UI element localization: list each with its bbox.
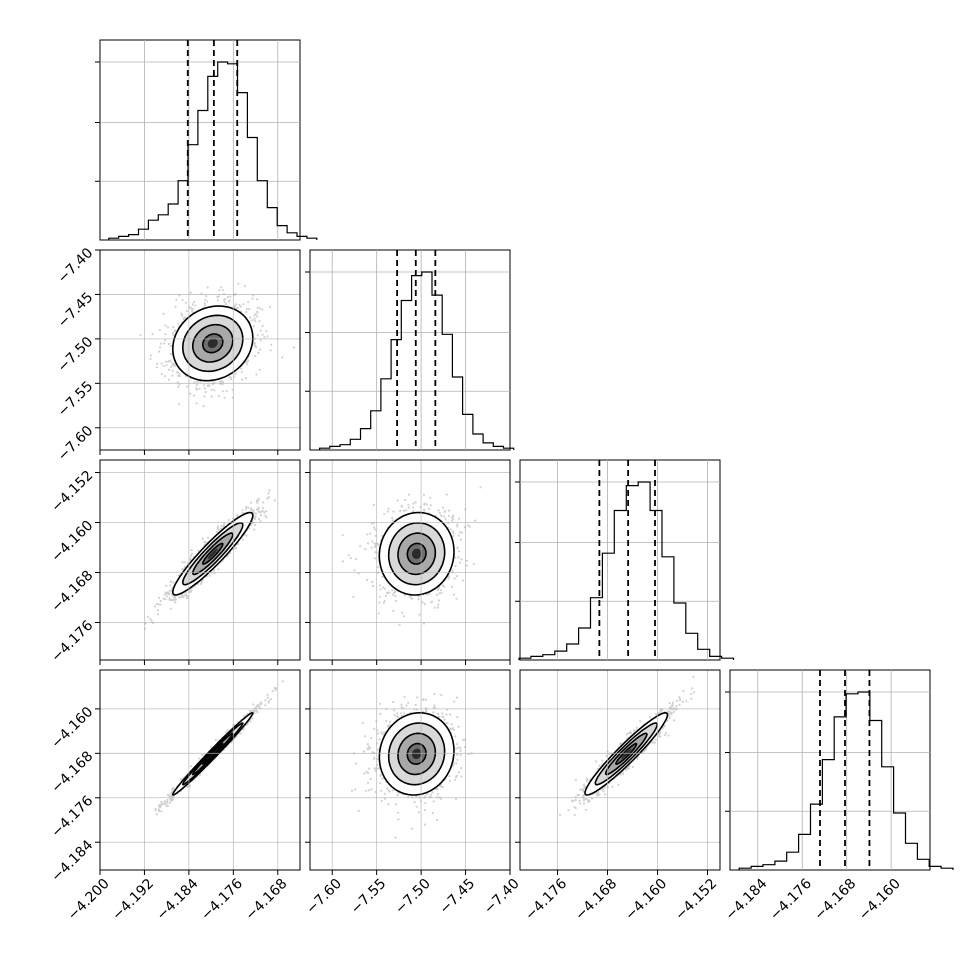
x-tick-label: −7.45 [437, 876, 479, 918]
y-tick-label: −7.50 [55, 334, 97, 376]
panel-frame [99, 39, 301, 241]
x-tick-label: −4.176 [522, 876, 570, 924]
density-contour [202, 542, 224, 565]
density-contour [387, 722, 446, 786]
panel-frame [519, 459, 721, 661]
density-contour [406, 542, 427, 565]
density-contour [397, 532, 437, 576]
x-tick-label: −7.55 [348, 876, 390, 918]
y-tick-label: −4.168 [48, 748, 96, 796]
scatter-panel-1-2 [305, 459, 511, 665]
x-tick-label: −4.200 [65, 876, 113, 924]
x-tick-label: −4.160 [856, 876, 904, 924]
hist-panel-3 [725, 669, 954, 871]
density-contour [202, 742, 224, 766]
panel-frame [99, 669, 301, 871]
density-contour [378, 511, 455, 596]
density-peak [412, 548, 422, 559]
density-peak [207, 748, 218, 759]
density-contour [397, 732, 437, 776]
y-tick-label: −4.176 [48, 793, 96, 841]
panel-frame [99, 249, 301, 451]
scatter-panel-2-3 [515, 669, 721, 875]
histogram-step [319, 271, 515, 450]
y-tick-label: −4.160 [48, 704, 96, 752]
x-tick-label: −4.184 [723, 876, 771, 924]
x-tick-label: −4.184 [154, 876, 202, 924]
density-contour [378, 712, 455, 796]
density-contour [387, 521, 446, 586]
x-tick-label: −4.176 [198, 876, 246, 924]
density-peak [412, 748, 422, 759]
panel-frame [729, 669, 931, 871]
density-peak [207, 338, 218, 348]
density-contour [171, 711, 254, 796]
density-contour [181, 314, 244, 373]
density-contour [171, 305, 254, 382]
density-contour [181, 521, 244, 586]
density-contour [181, 722, 244, 786]
x-tick-label: −4.176 [767, 876, 815, 924]
density-contour [192, 323, 234, 363]
y-tick-label: −4.152 [48, 468, 96, 516]
density-contour [191, 532, 234, 576]
y-tick-label: −7.60 [55, 423, 97, 465]
scatter-panel-0-3 [95, 669, 301, 875]
hist-panel-1 [305, 249, 515, 451]
scatter-panel-1-3 [305, 669, 511, 875]
x-tick-label: −4.152 [672, 876, 720, 924]
x-tick-label: −4.192 [109, 876, 157, 924]
x-tick-label: −4.168 [243, 876, 291, 924]
density-contour [406, 742, 427, 766]
panel-frame [99, 459, 301, 661]
density-peak [207, 548, 218, 559]
y-tick-label: −7.45 [55, 289, 97, 331]
x-tick-label: −7.40 [481, 876, 523, 918]
y-tick-label: −4.176 [48, 617, 96, 665]
density-contour [171, 511, 254, 596]
panel-frame [309, 669, 511, 871]
hist-panel-2 [515, 459, 735, 661]
scatter-panel-0-2 [95, 459, 301, 665]
panel-frame [519, 669, 721, 871]
density-contour [192, 732, 234, 776]
histogram-step [108, 61, 318, 240]
density-contour [594, 722, 659, 786]
density-contour [615, 742, 638, 766]
density-contour [584, 711, 669, 796]
density-contour [202, 333, 224, 354]
y-tick-label: −4.184 [48, 837, 96, 885]
density-contour [604, 732, 648, 776]
panel-frame [309, 249, 511, 451]
y-tick-label: −7.55 [55, 378, 97, 420]
y-tick-label: −4.160 [48, 518, 96, 566]
x-tick-label: −7.60 [303, 876, 345, 918]
scatter-panel-0-1 [95, 249, 301, 455]
histogram-step [738, 691, 954, 870]
density-peak [621, 748, 632, 759]
histogram-step [518, 481, 735, 660]
x-tick-label: −4.168 [811, 876, 859, 924]
y-tick-label: −4.168 [48, 568, 96, 616]
x-tick-label: −4.168 [572, 876, 620, 924]
y-tick-label: −7.40 [55, 245, 97, 287]
x-tick-label: −7.50 [392, 876, 434, 918]
panel-frame [309, 459, 511, 661]
x-tick-label: −4.160 [622, 876, 670, 924]
hist-panel-0 [95, 39, 318, 241]
